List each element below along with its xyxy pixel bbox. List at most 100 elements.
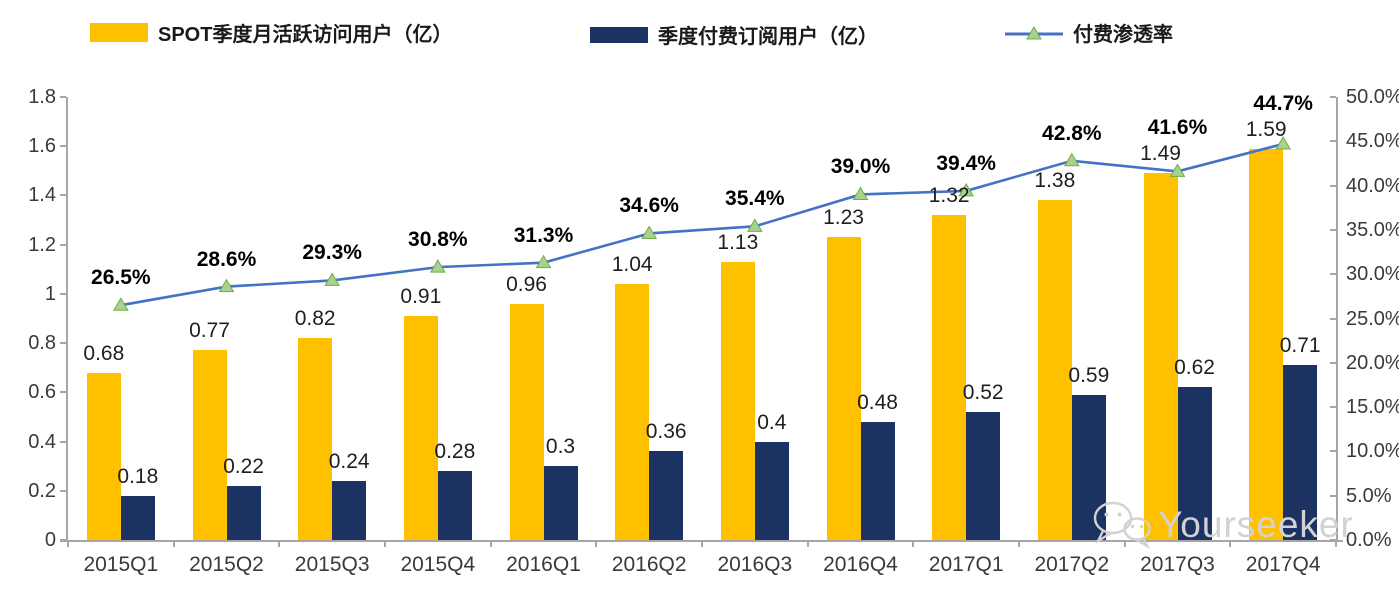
y-axis-right-label: 35.0% xyxy=(1346,218,1399,241)
x-axis-label: 2016Q3 xyxy=(717,553,793,576)
y-axis-right-tick xyxy=(1330,494,1336,497)
y-axis-left-label: 1.8 xyxy=(28,86,56,108)
y-axis-right-tick xyxy=(1330,450,1336,453)
x-axis-label: 2015Q1 xyxy=(83,553,159,576)
y-axis-right-label: 5.0% xyxy=(1346,484,1392,507)
y-axis-left-tick xyxy=(60,539,66,541)
bar-swatch-mau-icon xyxy=(90,23,148,42)
y-axis-left-label: 0.8 xyxy=(28,332,56,355)
y-axis-right-tick xyxy=(1330,140,1336,143)
bar-label-mau: 0.77 xyxy=(189,319,230,343)
watermark: Yourseeker xyxy=(1090,498,1354,552)
x-axis-label: 2017Q2 xyxy=(1034,553,1110,576)
x-axis-label: 2017Q1 xyxy=(928,553,1004,576)
pct-label: 44.7% xyxy=(1253,91,1313,115)
x-axis-tick xyxy=(1335,540,1337,547)
bar-mau xyxy=(615,284,650,540)
y-axis-left-tick xyxy=(60,96,66,98)
watermark-text: Yourseeker xyxy=(1158,504,1354,545)
y-axis-left-tick xyxy=(60,489,66,492)
pct-label: 42.8% xyxy=(1042,121,1102,145)
y-axis-right-label: 25.0% xyxy=(1346,307,1399,330)
x-axis-tick xyxy=(912,540,915,547)
x-axis-label: 2016Q4 xyxy=(823,553,898,576)
triangle-marker xyxy=(429,259,446,273)
y-axis-right-tick xyxy=(1330,228,1336,231)
x-axis-tick xyxy=(384,540,386,547)
x-axis-label: 2017Q3 xyxy=(1140,553,1215,576)
bar-mau xyxy=(509,303,544,540)
legend-label-mau: SPOT季度月活跃访问用户（亿） xyxy=(158,24,453,46)
bar-label-mau: 1.32 xyxy=(928,184,970,208)
triangle-marker xyxy=(852,186,869,200)
x-axis-tick xyxy=(489,540,492,547)
bar-subs xyxy=(543,466,578,540)
x-axis-label: 2016Q1 xyxy=(506,553,581,576)
bar-label-subs: 0.28 xyxy=(434,440,476,464)
y-axis-right-label: 0.0% xyxy=(1346,529,1392,551)
y-axis-left xyxy=(66,97,68,540)
y-axis-left-label: 0 xyxy=(44,529,56,551)
x-axis-tick xyxy=(701,540,703,547)
bar-label-subs: 0.4 xyxy=(757,410,787,434)
legend-label-penetration: 付费渗透率 xyxy=(1073,24,1173,46)
bar-subs xyxy=(649,451,684,540)
bar-subs xyxy=(226,485,261,540)
bar-subs xyxy=(860,421,895,540)
pct-label: 39.0% xyxy=(830,155,891,179)
bar-label-mau: 1.13 xyxy=(717,230,759,254)
triangle-marker xyxy=(535,254,552,269)
pct-label: 29.3% xyxy=(302,241,362,265)
y-axis-right-tick xyxy=(1330,361,1336,364)
legend-item-subs: 季度付费订阅用户（亿） xyxy=(590,20,878,49)
x-axis-tick xyxy=(278,540,281,547)
x-axis-tick xyxy=(806,540,809,547)
bar-label-mau: 1.59 xyxy=(1245,117,1287,141)
bar-subs xyxy=(966,412,1001,540)
y-axis-left-tick xyxy=(60,440,66,443)
wechat-icon xyxy=(1093,501,1151,550)
bar-subs xyxy=(1177,387,1212,540)
bar-mau xyxy=(720,261,755,540)
bar-subs xyxy=(1283,365,1318,540)
y-axis-right-tick xyxy=(1330,273,1336,276)
y-axis-left-tick xyxy=(60,292,66,295)
bar-subs xyxy=(332,480,367,540)
bar-subs xyxy=(754,441,789,540)
y-axis-right-label: 45.0% xyxy=(1346,130,1399,153)
bar-label-subs: 0.36 xyxy=(645,420,687,444)
y-axis-left-label: 0.6 xyxy=(28,381,56,404)
pct-label: 26.5% xyxy=(91,266,151,290)
bar-mau xyxy=(86,372,121,540)
bar-label-subs: 0.59 xyxy=(1068,363,1110,387)
triangle-marker xyxy=(324,272,341,286)
pct-label: 34.6% xyxy=(619,194,679,218)
y-axis-right-label: 20.0% xyxy=(1346,351,1399,374)
y-axis-left-label: 0.4 xyxy=(28,430,56,453)
pct-label: 28.6% xyxy=(196,247,257,271)
y-axis-left-tick xyxy=(60,194,66,197)
y-axis-right-tick xyxy=(1330,406,1336,409)
triangle-marker xyxy=(218,278,235,293)
y-axis-right-label: 30.0% xyxy=(1346,263,1399,286)
pct-label: 31.3% xyxy=(513,223,574,247)
x-axis-label: 2015Q2 xyxy=(189,553,264,576)
y-axis-left-tick xyxy=(60,391,66,394)
x-axis-label: 2017Q4 xyxy=(1245,553,1321,576)
x-axis-label: 2015Q4 xyxy=(400,553,476,576)
y-axis-left-tick xyxy=(60,342,66,345)
triangle-marker xyxy=(746,218,763,232)
bar-mau xyxy=(826,237,861,540)
y-axis-left-label: 1.4 xyxy=(28,184,56,207)
bar-mau xyxy=(403,316,438,540)
bar-label-mau: 1.49 xyxy=(1140,142,1181,166)
legend-item-mau: SPOT季度月活跃访问用户（亿） xyxy=(90,18,452,47)
triangle-marker xyxy=(641,225,658,239)
y-axis-right xyxy=(1336,97,1338,540)
y-axis-left-tick xyxy=(60,243,66,246)
bar-label-subs: 0.48 xyxy=(857,390,898,414)
bar-label-mau: 1.04 xyxy=(611,253,653,277)
y-axis-right-label: 50.0% xyxy=(1346,86,1399,108)
bar-mau xyxy=(932,215,967,540)
